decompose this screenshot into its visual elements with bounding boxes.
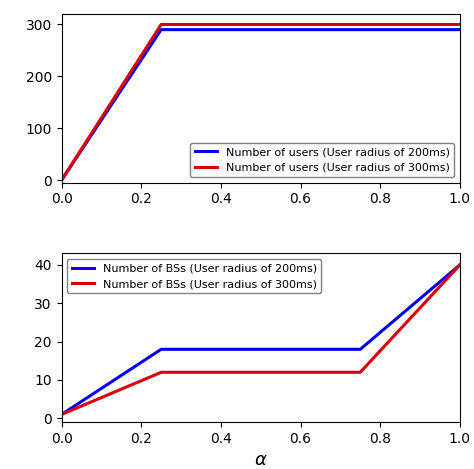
Legend: Number of BSs (User radius of 200ms), Number of BSs (User radius of 300ms): Number of BSs (User radius of 200ms), Nu… <box>67 259 321 294</box>
Line: Number of BSs (User radius of 200ms): Number of BSs (User radius of 200ms) <box>62 265 460 415</box>
Number of BSs (User radius of 300ms) <box>457 262 463 268</box>
Number of BSs (User radius of 300ms) <box>59 412 64 417</box>
Number of BSs (User radius of 200ms) <box>59 412 64 417</box>
Number of users (User radius of 300ms) <box>158 22 164 27</box>
Number of BSs (User radius of 200ms) <box>158 347 164 352</box>
Number of BSs (User radius of 300ms) <box>158 370 164 375</box>
Line: Number of users (User radius of 300ms): Number of users (User radius of 300ms) <box>62 24 460 180</box>
Line: Number of users (User radius of 200ms): Number of users (User radius of 200ms) <box>62 30 460 180</box>
Number of users (User radius of 200ms) <box>158 27 164 32</box>
Number of users (User radius of 300ms) <box>59 177 64 183</box>
Line: Number of BSs (User radius of 300ms): Number of BSs (User radius of 300ms) <box>62 265 460 415</box>
Number of BSs (User radius of 200ms) <box>357 347 363 352</box>
Number of BSs (User radius of 200ms) <box>457 262 463 268</box>
Number of BSs (User radius of 300ms) <box>357 370 363 375</box>
X-axis label: α: α <box>255 451 267 469</box>
Legend: Number of users (User radius of 200ms), Number of users (User radius of 300ms): Number of users (User radius of 200ms), … <box>190 143 454 177</box>
Number of users (User radius of 200ms) <box>59 177 64 183</box>
Number of users (User radius of 200ms) <box>457 27 463 32</box>
Number of users (User radius of 300ms) <box>457 22 463 27</box>
